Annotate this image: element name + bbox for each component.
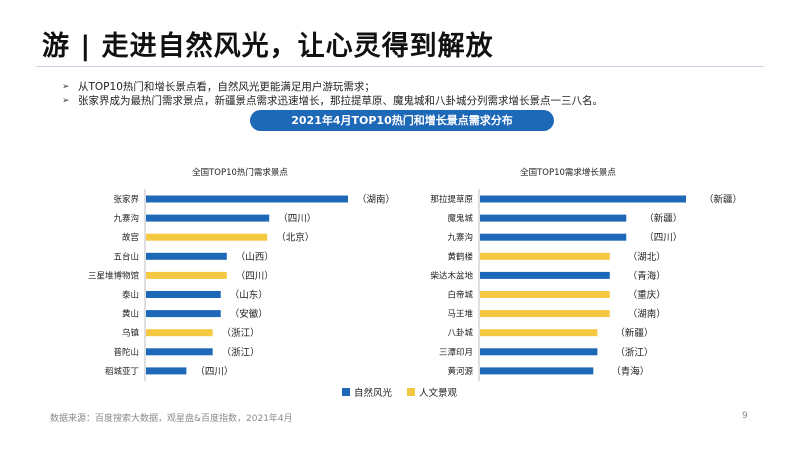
chart-title: 全国TOP10需求增长景点 xyxy=(520,167,616,178)
category-label: 黄鹤楼 xyxy=(447,251,473,262)
section-banner: 2021年4月TOP10热门和增长景点需求分布 xyxy=(250,110,554,131)
category-label: 三星堆博物馆 xyxy=(88,270,139,281)
category-label: 柴达木盆地 xyxy=(430,270,473,281)
bar xyxy=(146,348,213,356)
bar xyxy=(480,291,610,298)
legend-label-nature: 自然风光 xyxy=(354,388,393,399)
page-number: 9 xyxy=(742,411,748,421)
bullet-text: 从TOP10热门和增长景点看，自然风光更能满足用户游玩需求； xyxy=(78,81,375,93)
category-label: 九寨沟 xyxy=(113,213,139,224)
province-label: （四川） xyxy=(236,270,274,282)
province-label: （新疆） xyxy=(704,194,742,206)
province-label: （重庆） xyxy=(628,289,666,301)
bar xyxy=(480,271,610,279)
province-label: （北京） xyxy=(276,232,314,244)
legend-swatch-nature xyxy=(342,388,350,396)
province-label: （浙江） xyxy=(222,346,260,358)
bar xyxy=(480,310,610,318)
province-label: （湖南） xyxy=(357,194,395,206)
bar xyxy=(480,367,594,375)
bar xyxy=(480,233,627,241)
category-label: 故宫 xyxy=(122,232,139,243)
bar xyxy=(480,214,627,222)
bar xyxy=(146,367,187,375)
category-label: 黄山 xyxy=(122,309,139,320)
province-label: （湖北） xyxy=(628,251,666,263)
category-label: 稻城亚丁 xyxy=(105,366,139,377)
legend: 自然风光 人文景观 xyxy=(342,385,469,399)
bar xyxy=(146,233,268,241)
arrow-bullet-icon: ➢ xyxy=(62,82,70,92)
legend-swatch-culture xyxy=(407,388,416,396)
bullet-item: ➢ 张家界成为最热门需求景点，新疆景点需求迅速增长，那拉提草原、魔鬼城和八卦城分… xyxy=(62,94,603,108)
bar xyxy=(480,195,686,203)
province-label: （湖南） xyxy=(628,308,666,320)
category-label: 魔鬼城 xyxy=(447,213,473,224)
province-label: （山西） xyxy=(236,251,274,263)
category-label: 黄河源 xyxy=(447,366,473,377)
category-label: 普陀山 xyxy=(113,347,139,358)
category-label: 五台山 xyxy=(113,251,139,262)
bar xyxy=(480,348,598,356)
chart-title: 全国TOP10热门需求景点 xyxy=(192,167,288,178)
category-label: 三潭印月 xyxy=(439,347,473,358)
category-label: 张家界 xyxy=(113,194,139,205)
province-label: （新疆） xyxy=(644,213,682,225)
bar xyxy=(146,195,348,203)
bar xyxy=(146,252,227,260)
legend-item-culture: 人文景观 xyxy=(407,385,457,399)
province-label: （四川） xyxy=(278,213,316,225)
legend-label-culture: 人文景观 xyxy=(419,388,458,399)
province-label: （山东） xyxy=(230,289,268,301)
bar xyxy=(146,291,221,298)
province-label: （四川） xyxy=(644,232,682,244)
source-footnote: 数据来源：百度搜索大数据，观星盘&百度指数，2021年4月 xyxy=(50,414,293,424)
bar xyxy=(480,252,610,260)
bullet-item: ➢ 从TOP10热门和增长景点看，自然风光更能满足用户游玩需求； xyxy=(62,80,603,94)
province-label: （安徽） xyxy=(230,308,268,320)
province-label: （浙江） xyxy=(615,346,653,358)
bar xyxy=(146,310,221,318)
category-label: 泰山 xyxy=(122,290,139,301)
category-label: 马王堆 xyxy=(447,309,473,320)
province-label: （四川） xyxy=(195,365,233,377)
province-label: （青海） xyxy=(611,365,649,377)
province-label: （浙江） xyxy=(222,327,260,339)
summary-bullets: ➢ 从TOP10热门和增长景点看，自然风光更能满足用户游玩需求； ➢ 张家界成为… xyxy=(62,80,603,108)
province-label: （青海） xyxy=(628,270,666,282)
category-label: 白帝城 xyxy=(447,290,473,301)
arrow-bullet-icon: ➢ xyxy=(62,96,70,106)
category-label: 乌镇 xyxy=(122,328,140,339)
legend-item-nature: 自然风光 xyxy=(342,385,392,399)
bar xyxy=(146,329,213,337)
page-title: 游 | 走进自然风光，让心灵得到解放 xyxy=(42,31,494,62)
bar xyxy=(480,329,598,337)
bar xyxy=(146,214,270,222)
category-label: 八卦城 xyxy=(447,328,473,339)
title-divider xyxy=(36,66,764,67)
province-label: （新疆） xyxy=(615,327,653,339)
category-label: 九寨沟 xyxy=(447,232,473,243)
category-label: 那拉提草原 xyxy=(430,194,473,205)
bullet-text: 张家界成为最热门需求景点，新疆景点需求迅速增长，那拉提草原、魔鬼城和八卦城分列需… xyxy=(78,95,603,107)
bar xyxy=(146,271,227,279)
